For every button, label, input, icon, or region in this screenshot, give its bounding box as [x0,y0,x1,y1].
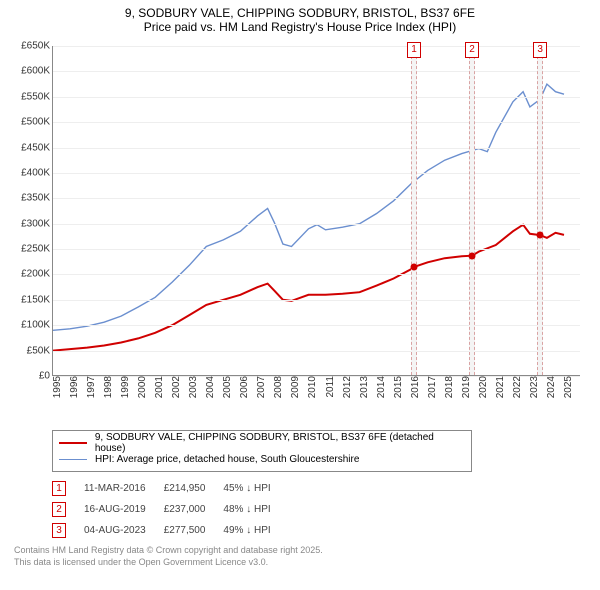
footer-line1: Contains HM Land Registry data © Crown c… [14,545,590,557]
y-tick-label: £350K [2,193,50,204]
flag-date: 11-MAR-2016 [84,478,164,499]
x-tick-label: 1996 [69,376,80,398]
y-tick-label: £400K [2,167,50,178]
x-tick-label: 2012 [342,376,353,398]
price-point-dot [537,232,544,239]
y-tick-label: £450K [2,142,50,153]
chart-title: 9, SODBURY VALE, CHIPPING SODBURY, BRIST… [0,0,600,20]
flags-table: 1 11-MAR-2016£214,95045% ↓ HPI 2 16-AUG-201… [52,478,289,541]
x-tick-label: 2025 [563,376,574,398]
y-tick-label: £50K [2,345,50,356]
price-point-dot [411,263,418,270]
marker-band [469,46,475,375]
x-tick-label: 2010 [307,376,318,398]
y-tick-label: £200K [2,269,50,280]
marker-band [411,46,417,375]
x-tick-label: 2024 [546,376,557,398]
flag-number: 3 [52,523,66,538]
flag-price: £277,500 [164,520,224,541]
x-tick-label: 2006 [239,376,250,398]
flag-delta: 48% ↓ HPI [223,499,288,520]
flag-price: £237,000 [164,499,224,520]
x-tick-label: 2017 [427,376,438,398]
y-tick-label: £100K [2,320,50,331]
x-tick-label: 2011 [325,376,336,398]
legend-label: HPI: Average price, detached house, Sout… [95,454,359,465]
x-tick-label: 2002 [171,376,182,398]
chart-subtitle: Price paid vs. HM Land Registry's House … [0,20,600,38]
x-tick-label: 2007 [256,376,267,398]
plot: 123 [52,46,580,376]
x-tick-label: 1995 [52,376,63,398]
marker-number: 3 [533,42,547,58]
x-tick-label: 2021 [495,376,506,398]
flag-delta: 49% ↓ HPI [223,520,288,541]
y-tick-label: £0 [2,371,50,382]
flag-number: 1 [52,481,66,496]
x-tick-label: 1997 [86,376,97,398]
flag-delta: 45% ↓ HPI [223,478,288,499]
x-tick-label: 2001 [154,376,165,398]
flag-date: 16-AUG-2019 [84,499,164,520]
y-tick-label: £600K [2,66,50,77]
x-tick-label: 1999 [120,376,131,398]
y-tick-label: £550K [2,91,50,102]
legend-swatch [59,459,87,460]
marker-number: 2 [465,42,479,58]
x-tick-label: 2018 [444,376,455,398]
x-tick-label: 2004 [205,376,216,398]
x-tick-label: 2005 [222,376,233,398]
x-tick-label: 2023 [529,376,540,398]
marker-band [537,46,543,375]
x-tick-label: 2009 [290,376,301,398]
chart-svg [53,46,581,376]
x-tick-label: 2016 [410,376,421,398]
y-tick-label: £300K [2,218,50,229]
x-tick-label: 2019 [461,376,472,398]
y-tick-label: £650K [2,41,50,52]
y-tick-label: £500K [2,117,50,128]
x-tick-label: 2020 [478,376,489,398]
x-tick-label: 2014 [376,376,387,398]
x-tick-label: 2022 [512,376,523,398]
flag-price: £214,950 [164,478,224,499]
y-tick-label: £150K [2,294,50,305]
flag-date: 04-AUG-2023 [84,520,164,541]
chart-area: 123 £0£50K£100K£150K£200K£250K£300K£350K… [10,38,590,428]
legend-label: 9, SODBURY VALE, CHIPPING SODBURY, BRIST… [95,432,465,454]
price-point-dot [468,252,475,259]
y-tick-label: £250K [2,244,50,255]
flag-number: 2 [52,502,66,517]
legend-item: 9, SODBURY VALE, CHIPPING SODBURY, BRIST… [59,435,465,451]
series-line-hpi [53,84,564,330]
footer: Contains HM Land Registry data © Crown c… [14,545,590,568]
flag-row: 3 04-AUG-2023£277,50049% ↓ HPI [52,520,289,541]
x-tick-label: 2003 [188,376,199,398]
x-tick-label: 2008 [273,376,284,398]
x-tick-label: 2013 [359,376,370,398]
x-tick-label: 2000 [137,376,148,398]
legend: 9, SODBURY VALE, CHIPPING SODBURY, BRIST… [52,430,472,472]
series-line-price_paid [53,225,564,351]
flag-row: 2 16-AUG-2019£237,00048% ↓ HPI [52,499,289,520]
flag-row: 1 11-MAR-2016£214,95045% ↓ HPI [52,478,289,499]
footer-line2: This data is licensed under the Open Gov… [14,557,590,569]
x-tick-label: 1998 [103,376,114,398]
legend-swatch [59,442,87,444]
marker-number: 1 [407,42,421,58]
x-tick-label: 2015 [393,376,404,398]
